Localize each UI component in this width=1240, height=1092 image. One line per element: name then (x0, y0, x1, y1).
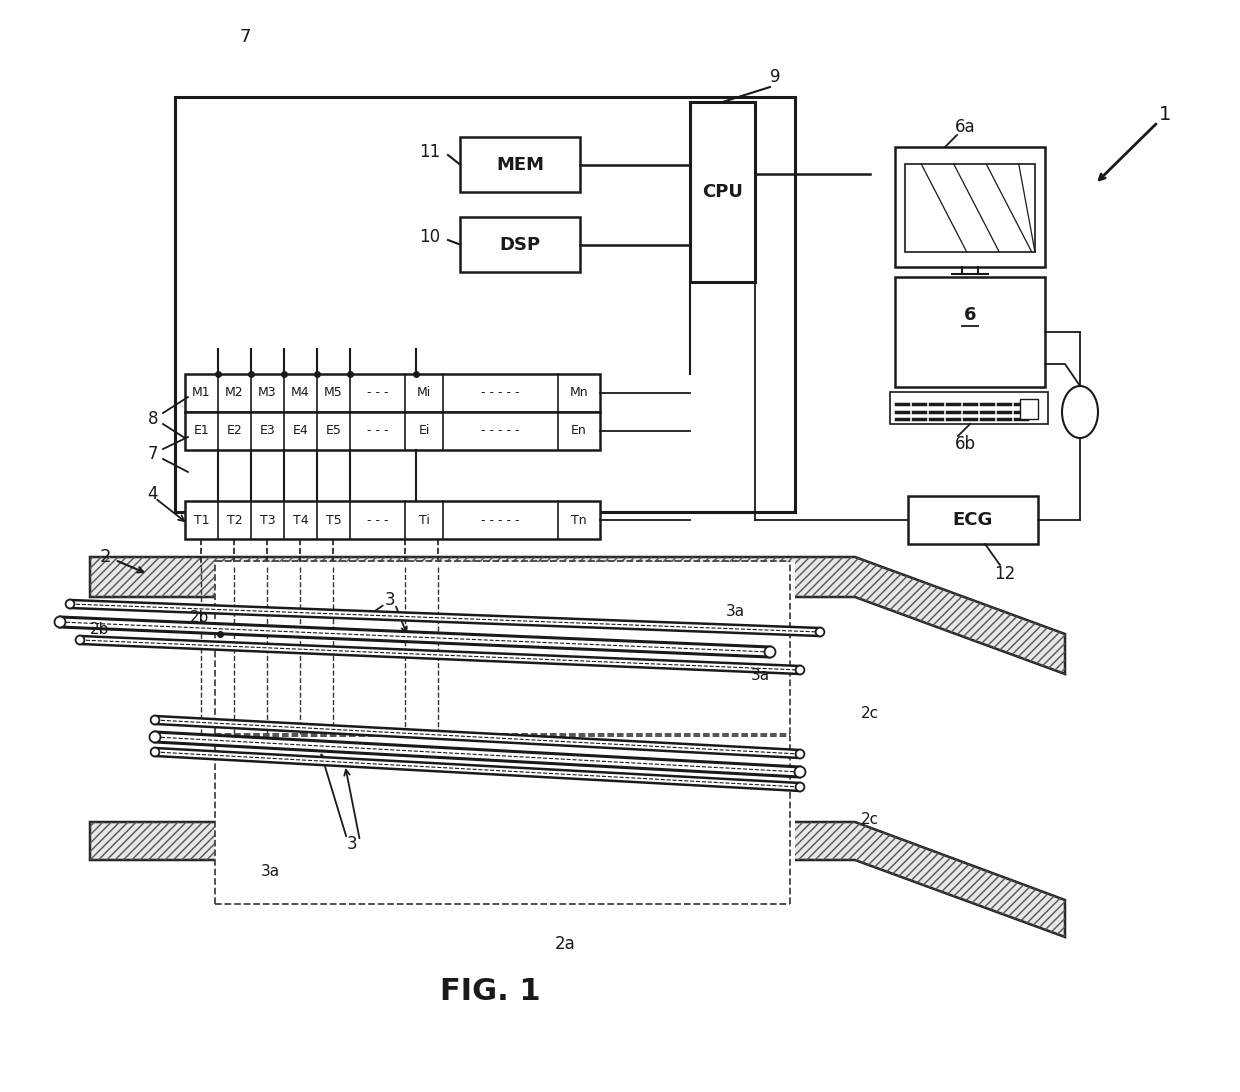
Bar (185, 412, 600, 450)
Text: E4: E4 (293, 425, 309, 438)
Text: 3a: 3a (725, 604, 744, 618)
Text: T5: T5 (326, 513, 341, 526)
Polygon shape (215, 727, 795, 907)
Text: - - - - -: - - - - - (481, 513, 520, 526)
Text: 3: 3 (347, 835, 357, 853)
Text: T3: T3 (259, 513, 275, 526)
Bar (890, 392, 1048, 424)
Text: 7: 7 (239, 28, 250, 46)
Text: E5: E5 (326, 425, 341, 438)
Ellipse shape (796, 783, 805, 792)
Text: 11: 11 (419, 143, 440, 161)
Bar (185, 501, 600, 539)
Text: FIG. 1: FIG. 1 (440, 977, 541, 1007)
Text: 1: 1 (1159, 105, 1172, 123)
Text: CPU: CPU (702, 183, 743, 201)
Text: E3: E3 (259, 425, 275, 438)
Polygon shape (79, 636, 800, 674)
Text: - - - - -: - - - - - (481, 387, 520, 400)
Polygon shape (155, 748, 800, 791)
Text: M5: M5 (324, 387, 343, 400)
Text: M2: M2 (226, 387, 244, 400)
Text: Ei: Ei (418, 425, 430, 438)
Text: E1: E1 (193, 425, 210, 438)
Text: 10: 10 (419, 228, 440, 246)
Ellipse shape (55, 617, 66, 628)
Text: - - - - -: - - - - - (481, 425, 520, 438)
Text: 8: 8 (148, 410, 159, 428)
Text: - - -: - - - (367, 387, 388, 400)
Text: 6b: 6b (955, 435, 976, 453)
Text: 2b: 2b (190, 610, 210, 626)
Text: M1: M1 (192, 387, 211, 400)
Text: 6: 6 (963, 307, 976, 324)
Text: Ti: Ti (419, 513, 429, 526)
Polygon shape (69, 600, 820, 636)
Text: 4: 4 (148, 485, 159, 503)
Text: 2b: 2b (91, 622, 109, 638)
Text: 2c: 2c (861, 812, 879, 828)
Text: MEM: MEM (496, 155, 544, 174)
Text: Tn: Tn (572, 513, 587, 526)
Ellipse shape (795, 767, 806, 778)
Polygon shape (215, 562, 795, 732)
Ellipse shape (150, 732, 160, 743)
Bar (175, 97, 795, 512)
Polygon shape (155, 716, 800, 758)
Text: 6a: 6a (955, 118, 976, 136)
Text: 7: 7 (148, 446, 159, 463)
Ellipse shape (76, 636, 84, 644)
Text: - - -: - - - (367, 513, 388, 526)
Text: 3: 3 (384, 591, 396, 609)
Bar (1021, 399, 1038, 419)
Ellipse shape (150, 748, 160, 757)
Bar (460, 136, 580, 192)
Ellipse shape (816, 628, 825, 637)
Bar (895, 147, 1045, 268)
Text: 12: 12 (994, 565, 1016, 583)
Bar (908, 496, 1038, 544)
Bar (905, 164, 1035, 252)
Text: Mn: Mn (569, 387, 588, 400)
Text: M3: M3 (258, 387, 277, 400)
Text: T4: T4 (293, 513, 309, 526)
Bar (689, 102, 755, 282)
Ellipse shape (1061, 385, 1097, 438)
Text: E2: E2 (227, 425, 242, 438)
Text: ECG: ECG (952, 511, 993, 529)
Ellipse shape (765, 646, 775, 657)
Text: M4: M4 (291, 387, 310, 400)
Text: 2c: 2c (861, 707, 879, 722)
Text: Mi: Mi (417, 387, 432, 400)
Text: - - -: - - - (367, 425, 388, 438)
Ellipse shape (796, 666, 805, 675)
Polygon shape (60, 617, 770, 657)
Text: DSP: DSP (500, 236, 541, 253)
Polygon shape (91, 822, 1065, 937)
Bar (460, 217, 580, 272)
Text: 2: 2 (99, 548, 110, 566)
Text: 3a: 3a (260, 865, 279, 879)
Ellipse shape (796, 749, 805, 759)
Text: T2: T2 (227, 513, 242, 526)
Ellipse shape (150, 715, 160, 724)
Polygon shape (91, 557, 1065, 674)
Text: 3a: 3a (750, 668, 770, 684)
Bar (895, 277, 1045, 387)
Text: En: En (572, 425, 587, 438)
Polygon shape (155, 732, 800, 778)
Text: 2a: 2a (554, 935, 575, 953)
Text: T1: T1 (193, 513, 210, 526)
Ellipse shape (66, 600, 74, 608)
Text: 9: 9 (770, 68, 780, 86)
Bar (185, 373, 600, 412)
